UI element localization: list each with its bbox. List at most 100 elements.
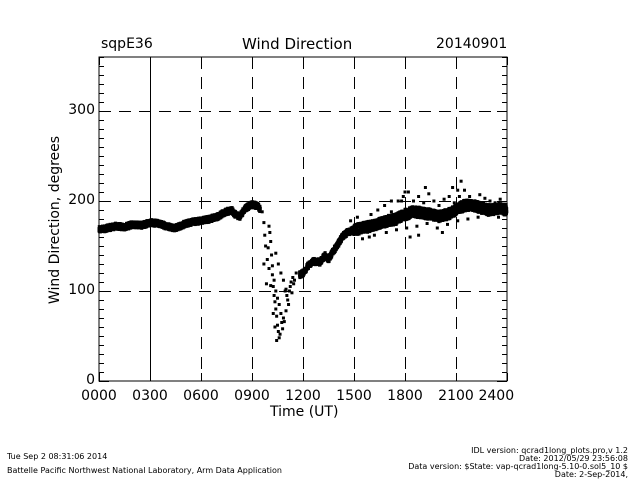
data-point <box>265 258 269 261</box>
data-point <box>493 201 497 205</box>
data-point <box>432 199 436 203</box>
data-point <box>497 215 500 219</box>
data-point <box>500 203 504 207</box>
footer-idl-date: Date: 2012/05/29 23:56:08 <box>519 454 628 463</box>
x-tick-label: 0600 <box>183 388 219 404</box>
data-point <box>459 179 463 183</box>
data-point <box>275 339 279 342</box>
x-tick-label: 0900 <box>234 388 270 404</box>
data-point <box>271 285 275 288</box>
data-point <box>504 203 508 207</box>
data-point <box>276 296 279 300</box>
data-point <box>389 199 393 203</box>
x-tick-label: 0300 <box>132 388 168 404</box>
data-point <box>228 211 232 215</box>
data-point <box>274 289 278 293</box>
data-point <box>277 303 281 306</box>
data-point <box>466 217 470 221</box>
data-point <box>473 199 477 203</box>
data-point <box>270 264 274 268</box>
data-point <box>417 233 421 237</box>
data-point <box>277 336 281 340</box>
data-point <box>258 204 262 208</box>
y-tick-label: 200 <box>68 192 95 208</box>
data-point <box>447 195 451 198</box>
data-point <box>323 251 327 255</box>
data-point <box>283 289 287 293</box>
data-point <box>286 298 290 302</box>
data-point <box>400 199 404 203</box>
data-point <box>361 224 364 228</box>
data-point <box>451 186 455 189</box>
y-tick-label: 0 <box>86 372 95 388</box>
data-point <box>344 234 348 238</box>
data-point <box>427 192 431 196</box>
data-point <box>404 207 408 211</box>
data-point <box>275 314 279 318</box>
data-point <box>266 246 270 250</box>
data-point <box>411 205 415 209</box>
y-axis-label: Wind Direction, degrees <box>47 135 63 305</box>
data-point <box>189 223 193 227</box>
data-point <box>498 197 502 201</box>
data-point <box>327 259 331 263</box>
data-point <box>493 209 497 213</box>
data-point <box>355 215 359 219</box>
data-point <box>353 232 357 236</box>
data-point <box>395 228 398 232</box>
data-point <box>457 195 461 198</box>
data-point <box>367 235 371 239</box>
data-point <box>425 212 429 216</box>
x-tick-label: 2100 <box>438 388 474 404</box>
x-tick-label: 0000 <box>81 388 117 404</box>
data-point <box>403 190 407 194</box>
data-point <box>263 233 267 237</box>
x-tick-label: 1500 <box>336 388 372 404</box>
data-point <box>468 195 472 198</box>
x-tick-label: 1800 <box>387 388 423 404</box>
data-point <box>483 196 487 200</box>
data-point <box>290 291 294 295</box>
data-point <box>285 294 289 297</box>
data-point <box>440 231 444 234</box>
data-point <box>383 204 387 207</box>
data-point <box>306 266 310 270</box>
data-point <box>405 226 409 230</box>
data-point <box>456 219 460 223</box>
y-tick-label: 100 <box>68 282 95 298</box>
data-point <box>476 215 480 219</box>
data-point <box>276 262 280 266</box>
x-tick-label: 2400 <box>478 388 515 404</box>
data-point <box>270 253 274 257</box>
data-point <box>466 199 470 203</box>
data-point <box>361 237 364 241</box>
data-point <box>419 216 423 220</box>
data-point <box>281 316 285 320</box>
site-label: sqpE36 <box>101 36 153 52</box>
footer-data-date: Date: 2-Sep-2014, <box>554 470 628 479</box>
data-point <box>304 269 308 273</box>
data-point <box>293 278 296 282</box>
data-point <box>292 282 296 286</box>
data-point <box>435 226 439 230</box>
data-point <box>258 209 262 213</box>
data-point <box>271 312 275 315</box>
data-point <box>442 197 446 201</box>
x-axis-label: Time (UT) <box>270 404 339 420</box>
data-point <box>389 210 393 214</box>
data-point <box>379 224 383 228</box>
data-point <box>384 231 388 234</box>
data-point <box>467 208 471 212</box>
data-point <box>387 214 391 218</box>
data-point <box>437 204 441 207</box>
data-point <box>333 249 337 253</box>
data-point <box>280 321 284 324</box>
data-point <box>260 210 264 214</box>
data-point <box>268 231 272 234</box>
data-point <box>477 210 481 214</box>
data-point <box>422 201 426 205</box>
data-point <box>396 199 400 203</box>
data-point <box>423 186 427 189</box>
data-point <box>486 213 490 217</box>
